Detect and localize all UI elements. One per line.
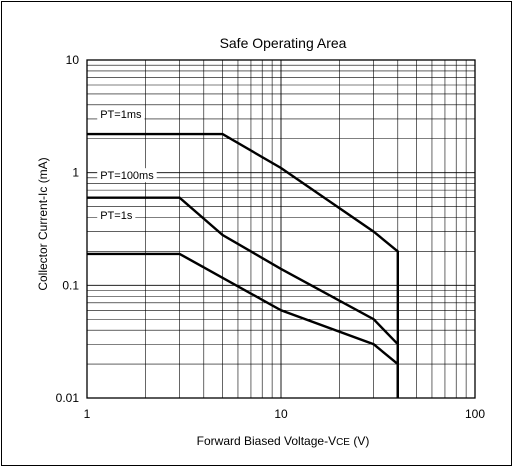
y-tick-label: 1 xyxy=(72,166,79,180)
y-tick-label: 0.01 xyxy=(56,391,80,405)
series-label: PT=100ms xyxy=(100,170,154,182)
tick-label-layer: 1 10 100 10 1 0.1 0.01 xyxy=(56,53,486,421)
series-label-background xyxy=(97,107,145,122)
x-axis-label: Forward Biased Voltage-VCE (V) xyxy=(197,434,370,448)
series-label-layer: PT=1ms PT=100ms PT=1s xyxy=(97,107,157,223)
y-tick-label: 10 xyxy=(66,53,80,67)
chart-title: Safe Operating Area xyxy=(220,35,347,51)
series-label-background xyxy=(97,168,157,183)
x-axis-label-subscript: CE xyxy=(336,437,350,448)
x-axis-label-main: Forward Biased Voltage-V xyxy=(197,434,336,448)
series-label: PT=1s xyxy=(100,210,133,222)
x-axis-label-unit: (V) xyxy=(350,434,369,448)
series-label: PT=1ms xyxy=(100,109,142,121)
y-axis-label: Collector Current-Ic (mA) xyxy=(36,157,50,290)
plot-border xyxy=(86,59,476,399)
y-tick-label: 0.1 xyxy=(62,278,79,292)
series-line xyxy=(87,196,399,398)
x-tick-label: 100 xyxy=(465,407,485,421)
series-line xyxy=(87,252,399,398)
x-tick-label: 10 xyxy=(274,407,288,421)
series-layer xyxy=(87,132,399,398)
series-line xyxy=(87,132,399,398)
series-label-background xyxy=(97,208,136,223)
x-tick-label: 1 xyxy=(84,407,91,421)
grid-layer xyxy=(87,60,475,398)
